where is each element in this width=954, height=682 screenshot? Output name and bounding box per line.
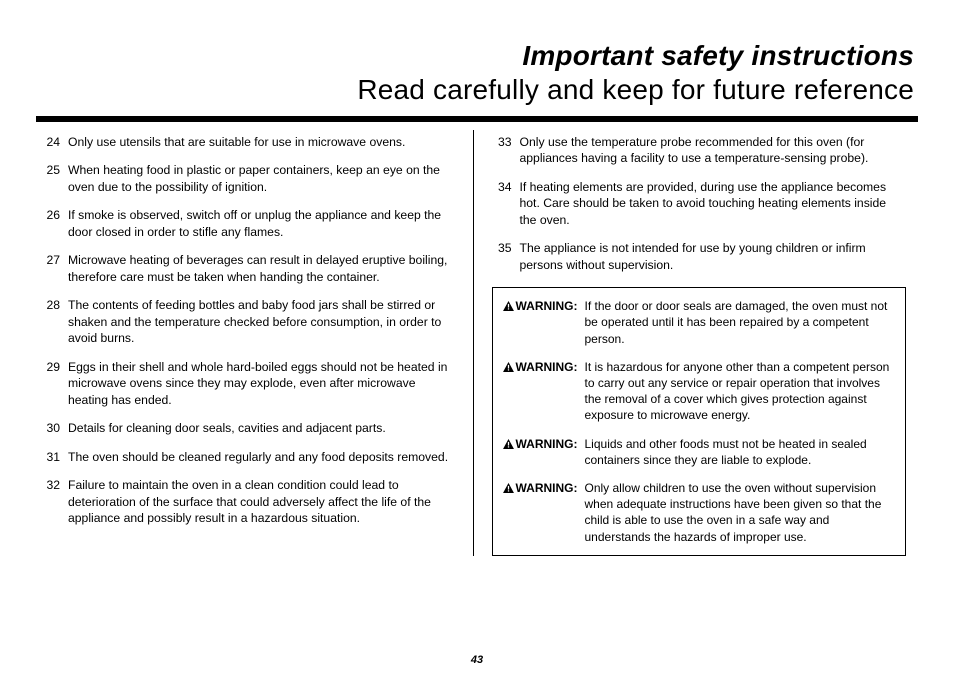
warning-item: WARNING:If the door or door seals are da… [503,298,896,347]
instruction-list-right: 33Only use the temperature probe recomme… [492,134,907,273]
instruction-number: 31 [40,449,60,465]
title-primary: Important safety instructions [36,40,914,72]
warning-text: It is hazardous for anyone other than a … [585,359,896,424]
instruction-number: 32 [40,477,60,526]
instruction-number: 29 [40,359,60,408]
warning-item: WARNING:Liquids and other foods must not… [503,436,896,468]
instruction-text: When heating food in plastic or paper co… [68,162,455,195]
instruction-number: 26 [40,207,60,240]
instruction-text: Eggs in their shell and whole hard-boile… [68,359,455,408]
instruction-number: 24 [40,134,60,150]
warning-triangle-icon [503,481,514,497]
instruction-text: Only use the temperature probe recommend… [520,134,907,167]
instruction-text: If smoke is observed, switch off or unpl… [68,207,455,240]
left-column: 24 Only use utensils that are suitable fo… [36,130,474,556]
instruction-item: 32Failure to maintain the oven in a clea… [40,477,455,526]
page-number: 43 [0,654,954,666]
warning-item: WARNING:Only allow children to use the o… [503,480,896,545]
instruction-number: 25 [40,162,60,195]
warning-label: WARNING: [503,480,581,545]
instruction-number: 34 [492,179,512,228]
instruction-item: 34If heating elements are provided, duri… [492,179,907,228]
title-block: Important safety instructions Read caref… [36,40,918,106]
instruction-item: 25When heating food in plastic or paper … [40,162,455,195]
instruction-item: 29Eggs in their shell and whole hard-boi… [40,359,455,408]
horizontal-rule [36,116,918,122]
instruction-number: 35 [492,240,512,273]
instruction-item: 28The contents of feeding bottles and ba… [40,297,455,346]
instruction-item: 31 The oven should be cleaned regularly a… [40,449,455,465]
content-columns: 24 Only use utensils that are suitable fo… [36,130,918,556]
instruction-text: The contents of feeding bottles and baby… [68,297,455,346]
warning-text: Only allow children to use the oven with… [585,480,896,545]
instruction-text: Failure to maintain the oven in a clean … [68,477,455,526]
document-page: Important safety instructions Read caref… [0,0,954,682]
instruction-item: 33Only use the temperature probe recomme… [492,134,907,167]
instruction-text: Details for cleaning door seals, cavitie… [68,420,455,436]
instruction-text: The appliance is not intended for use by… [520,240,907,273]
title-secondary: Read carefully and keep for future refer… [36,74,914,106]
instruction-number: 30 [40,420,60,436]
instruction-text: Only use utensils that are suitable for … [68,134,455,150]
instruction-number: 27 [40,252,60,285]
warning-box: WARNING:If the door or door seals are da… [492,287,907,555]
instruction-number: 33 [492,134,512,167]
warning-label: WARNING: [503,298,581,347]
warning-text: If the door or door seals are damaged, t… [585,298,896,347]
instruction-number: 28 [40,297,60,346]
warning-item: WARNING:It is hazardous for anyone other… [503,359,896,424]
warning-text: Liquids and other foods must not be heat… [585,436,896,468]
warning-label: WARNING: [503,359,581,424]
warning-triangle-icon [503,299,514,315]
right-column: 33Only use the temperature probe recomme… [474,130,919,556]
warning-triangle-icon [503,437,514,453]
warning-label: WARNING: [503,436,581,468]
instruction-text: Microwave heating of beverages can resul… [68,252,455,285]
instruction-list-left: 24 Only use utensils that are suitable fo… [40,134,455,526]
instruction-item: 27Microwave heating of beverages can res… [40,252,455,285]
instruction-text: The oven should be cleaned regularly and… [68,449,455,465]
warning-triangle-icon [503,360,514,376]
instruction-item: 35The appliance is not intended for use … [492,240,907,273]
instruction-text: If heating elements are provided, during… [520,179,907,228]
instruction-item: 24 Only use utensils that are suitable fo… [40,134,455,150]
instruction-item: 30 Details for cleaning door seals, cavit… [40,420,455,436]
instruction-item: 26If smoke is observed, switch off or un… [40,207,455,240]
